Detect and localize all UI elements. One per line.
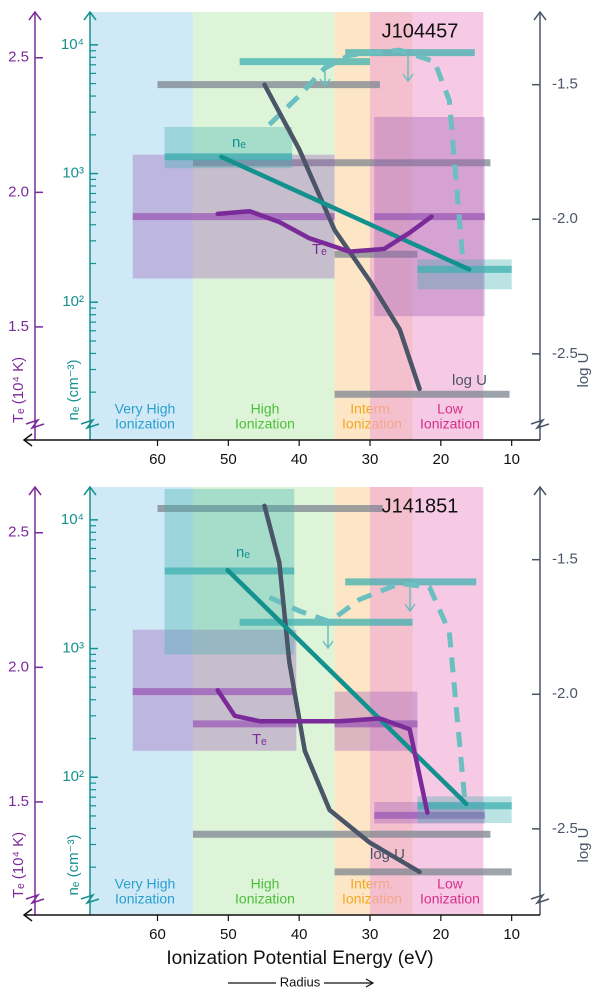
y-tick-label: -2.0 xyxy=(552,685,578,702)
zone-label: Very High xyxy=(115,401,176,417)
ionization-zone xyxy=(370,12,484,440)
radius-arrow-head xyxy=(365,978,375,988)
arrow xyxy=(319,60,331,88)
y-tick-label: -2.0 xyxy=(552,210,578,227)
y-tick-label: 1.5 xyxy=(8,318,29,335)
y-tick-label: 10⁴ xyxy=(61,36,84,53)
x-axis-title: Ionization Potential Energy (eV) xyxy=(166,948,433,969)
y-tick-label: -2.5 xyxy=(552,820,578,837)
model-curve xyxy=(219,154,472,272)
axis-break xyxy=(530,893,550,905)
y-tick-label: 2.5 xyxy=(8,49,29,66)
y-tick-label: 10³ xyxy=(62,640,84,657)
axis-title: Tₑ (10⁴ K) xyxy=(10,357,27,423)
curve-label: nₑ xyxy=(232,134,246,151)
model-curve xyxy=(215,687,430,815)
model-curve-dashed xyxy=(267,47,466,260)
panel-title: J141851 xyxy=(382,495,459,517)
x-tick-label: 30 xyxy=(362,926,379,943)
y-tick-label: -2.5 xyxy=(552,345,578,362)
radius-label: Radius xyxy=(280,974,321,989)
curve-label: log U xyxy=(452,372,487,389)
y-tick-label: 10² xyxy=(62,768,84,785)
y-tick-label: 10³ xyxy=(62,165,84,182)
x-tick-label: 40 xyxy=(291,451,308,468)
ionization-zone xyxy=(370,487,484,915)
model-curve xyxy=(262,503,422,875)
x-tick-label: 60 xyxy=(149,451,166,468)
y-tick-label: 10² xyxy=(62,293,84,310)
zone-label: Low xyxy=(437,401,464,417)
axis-title: nₑ (cm⁻³) xyxy=(65,835,82,896)
y-tick-label: 2.0 xyxy=(8,183,29,200)
arrow xyxy=(404,585,416,613)
zone-label: Ionization xyxy=(420,891,480,907)
axis-arrow xyxy=(28,10,42,21)
zone-label: Low xyxy=(437,876,464,892)
axis-arrow xyxy=(83,10,97,21)
panel-title: J104457 xyxy=(382,20,459,42)
y-tick-label: 2.0 xyxy=(8,658,29,675)
panel: Very HighIonizationHighIonizationInterm.… xyxy=(8,10,592,468)
panel: Very HighIonizationHighIonizationInterm.… xyxy=(8,485,592,989)
axis-break xyxy=(25,893,45,905)
axis-title: log U xyxy=(575,352,592,387)
y-tick-label: 2.5 xyxy=(8,524,29,541)
curve-label: log U xyxy=(370,846,405,863)
axis-arrow xyxy=(533,485,547,496)
zone-label: Ionization xyxy=(235,891,295,907)
axis-arrow xyxy=(28,485,42,496)
curve-label: nₑ xyxy=(236,544,250,561)
zone-label: High xyxy=(251,401,280,417)
x-tick-label: 10 xyxy=(503,451,520,468)
y-tick-label: -1.5 xyxy=(552,551,578,568)
arrow xyxy=(322,622,334,650)
axis-arrow xyxy=(83,485,97,496)
x-tick-label: 30 xyxy=(362,451,379,468)
axis-arrow xyxy=(533,10,547,21)
uncertainty-box xyxy=(417,259,512,290)
zone-label: Ionization xyxy=(115,416,175,432)
y-tick-label: -1.5 xyxy=(552,76,578,93)
model-curve xyxy=(225,567,469,807)
model-curve xyxy=(262,82,422,392)
zone-label: Ionization xyxy=(115,891,175,907)
axis-break xyxy=(80,893,100,905)
curve-label: Tₑ xyxy=(312,241,327,258)
ionization-zone xyxy=(192,487,335,915)
zone-label: Ionization xyxy=(420,416,480,432)
x-tick-label: 40 xyxy=(291,926,308,943)
axis-title: log U xyxy=(575,827,592,862)
zone-label: Ionization xyxy=(235,416,295,432)
x-tick-label: 60 xyxy=(149,926,166,943)
x-tick-label: 50 xyxy=(220,451,237,468)
axis-break xyxy=(80,418,100,430)
y-tick-label: 10⁴ xyxy=(61,511,84,528)
axis-title: Tₑ (10⁴ K) xyxy=(10,832,27,898)
ionization-zone xyxy=(90,487,193,915)
arrow xyxy=(402,55,414,83)
axis-break xyxy=(530,418,550,430)
zone-label: High xyxy=(251,876,280,892)
axis-break xyxy=(25,418,45,430)
zone-label: Very High xyxy=(115,876,176,892)
x-tick-label: 20 xyxy=(432,451,449,468)
x-tick-label: 10 xyxy=(503,926,520,943)
x-tick-label: 50 xyxy=(220,926,237,943)
curve-label: Tₑ xyxy=(252,731,267,748)
axis-title: nₑ (cm⁻³) xyxy=(65,360,82,421)
x-axis-arrow xyxy=(22,908,33,922)
model-curve-dashed xyxy=(268,581,468,802)
x-tick-label: 20 xyxy=(432,926,449,943)
x-axis-arrow xyxy=(22,433,33,447)
y-tick-label: 1.5 xyxy=(8,793,29,810)
model-curve xyxy=(215,208,434,254)
